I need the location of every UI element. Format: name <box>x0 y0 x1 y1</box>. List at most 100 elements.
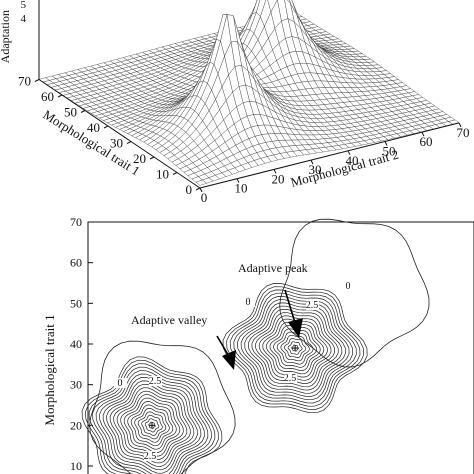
contour-line <box>237 296 354 401</box>
contour-y-axis-label: Morphological trait 1 <box>42 314 57 425</box>
contour-line <box>226 286 364 410</box>
contour-line <box>233 292 357 404</box>
x-tick-label-3d: 70 <box>457 125 470 140</box>
y-tick-label-3d: 60 <box>41 89 54 104</box>
x-tick-3d <box>384 141 388 146</box>
contour-line <box>284 338 307 358</box>
z-axis-label: Adaptation <box>0 10 12 63</box>
contour-line <box>95 370 209 474</box>
contour-y-ticks: 10 20 30 40 50 60 70 <box>70 215 93 473</box>
outer-contour <box>279 218 430 368</box>
x-tick-3d <box>310 159 314 165</box>
contour-line <box>113 387 191 464</box>
y-tick-3d <box>195 187 201 191</box>
contour-line <box>134 408 170 443</box>
contour-y-tick-label: 30 <box>70 378 82 392</box>
z-tick-label: 4 <box>21 13 27 25</box>
contour-line <box>229 289 361 407</box>
x-tick-3d <box>421 131 425 137</box>
x-tick-3d <box>347 150 351 156</box>
adaptive-valley-label: Adaptive valley <box>131 313 207 327</box>
contour-line <box>106 380 198 471</box>
contour-level-label: 0 <box>246 297 251 308</box>
y-tick-3d <box>57 94 63 98</box>
contour-frame <box>87 221 474 474</box>
y-tick-label-3d: 0 <box>186 182 193 197</box>
contour-level-label: 2.5 <box>284 373 297 384</box>
y-tick-label-3d: 50 <box>64 105 77 120</box>
outer-contour <box>89 340 236 474</box>
x-tick-label-3d: 50 <box>383 144 396 159</box>
x-tick-label-3d: 30 <box>309 162 322 177</box>
contour-line <box>251 309 339 388</box>
contour-line <box>287 341 303 355</box>
contour-label-bg <box>149 376 162 386</box>
contour-line <box>92 366 212 474</box>
contour-line <box>247 305 343 391</box>
adaptive-peak-arrow <box>284 289 297 327</box>
contour-line <box>291 344 299 352</box>
y-tick-3d <box>172 172 178 175</box>
surface-axes <box>38 0 460 189</box>
contour-line <box>276 331 314 365</box>
contour-y-tick-label: 60 <box>70 256 82 270</box>
y-tick-label-3d: 20 <box>133 151 146 166</box>
contour-label-bg <box>306 300 319 310</box>
contour-line <box>81 356 223 474</box>
y-axis-line-3d <box>38 79 201 189</box>
y-tick-3d <box>103 125 109 129</box>
contour-y-tick-label: 20 <box>70 418 82 432</box>
z-tick-label: 5 <box>21 0 27 11</box>
surface-mesh <box>38 0 460 186</box>
y-tick-3d <box>149 156 155 160</box>
contour-y-tick-label: 50 <box>70 296 82 310</box>
contour-line <box>266 321 325 375</box>
contour-line <box>269 325 321 371</box>
contour-y-tick-label: 70 <box>70 215 82 229</box>
contour-line <box>109 383 195 467</box>
x-tick-label-3d: 10 <box>235 181 248 196</box>
contour-plot: 10 20 30 40 50 60 70 0 2.5 2.5 0 2.5 2.5 0 Morpholog… <box>42 215 474 474</box>
contour-level-label: 0 <box>118 378 123 389</box>
contour-line <box>255 312 336 384</box>
contour-y-tick-label: 40 <box>70 337 82 351</box>
contour-lines <box>81 218 430 474</box>
contour-line <box>123 397 181 453</box>
x-tick-label-3d: 20 <box>272 171 285 186</box>
contour-line <box>130 404 174 447</box>
surface-ticks: 0 10 20 30 40 50 60 70 0 10 20 30 40 50 60 70 5 4 <box>18 0 470 205</box>
y-tick-label-3d: 10 <box>156 167 169 182</box>
contour-level-label: 2.5 <box>306 300 319 311</box>
contour-level-labels: 0 2.5 2.5 0 2.5 2.5 0 <box>114 281 355 462</box>
x-axis-line-3d <box>199 122 460 189</box>
contour-level-label: 2.5 <box>149 376 162 387</box>
contour-line <box>141 414 163 436</box>
contour-line <box>99 373 205 474</box>
contour-label-bg <box>342 281 355 291</box>
adaptive-peak-label: Adaptive peak <box>238 261 308 275</box>
contour-line <box>148 421 156 429</box>
y-tick-3d <box>34 79 40 82</box>
surface-plot: 0 10 20 30 40 50 60 70 0 10 20 30 40 50 60 70 5 4 Adaptat… <box>0 0 470 205</box>
contour-line <box>273 328 317 368</box>
adaptive-valley-arrowhead <box>222 350 236 370</box>
contour-line <box>258 315 332 381</box>
contour-y-tick-label: 10 <box>70 459 82 473</box>
contour-label-bg <box>144 451 157 461</box>
x-tick-label-3d: 40 <box>346 153 359 168</box>
y-tick-label-3d: 70 <box>18 74 31 89</box>
contour-line <box>137 411 167 440</box>
contour-line <box>120 394 184 457</box>
y-tick-3d <box>126 141 132 144</box>
contour-line <box>127 401 177 450</box>
x-tick-3d <box>273 169 277 174</box>
contour-line <box>262 318 328 378</box>
contour-line <box>116 390 188 460</box>
x-tick-3d <box>236 178 240 183</box>
contour-label-bg <box>284 373 297 383</box>
contour-level-label: 0 <box>346 281 351 292</box>
contour-level-label: 2.5 <box>144 451 157 462</box>
contour-label-bg <box>114 378 127 388</box>
contour-label-bg <box>242 297 255 307</box>
